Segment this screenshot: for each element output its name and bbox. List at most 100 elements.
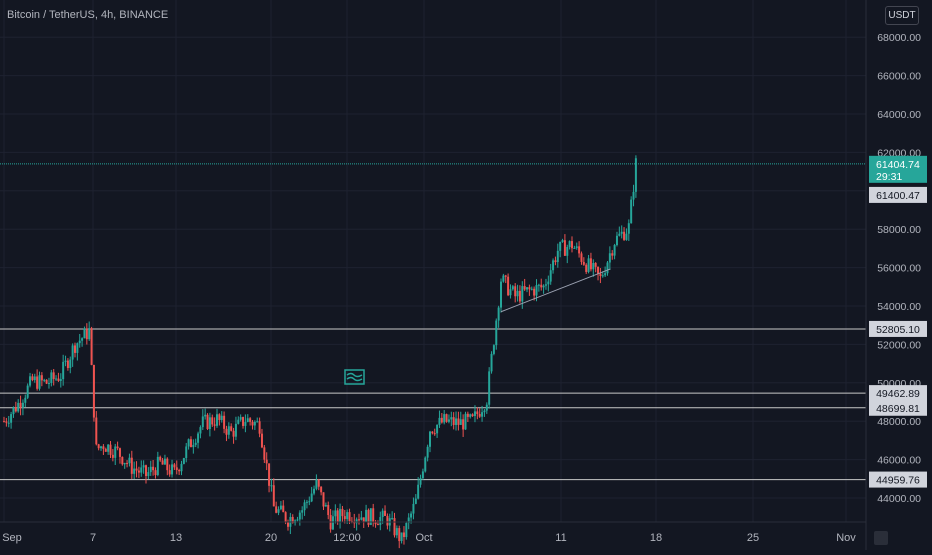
grid-lines: [0, 0, 866, 522]
price-axis[interactable]: 44000.0046000.0048000.0050000.0052000.00…: [865, 0, 921, 550]
candle-body: [19, 402, 22, 408]
candle-body: [395, 528, 398, 536]
candle-body: [275, 506, 278, 513]
currency-badge[interactable]: USDT: [885, 6, 919, 25]
candle-body: [88, 328, 91, 340]
price-tick-label: 46000.00: [877, 455, 921, 467]
candle-body: [147, 472, 150, 476]
candle-body: [400, 532, 403, 542]
candle-body: [336, 510, 339, 522]
candle-body: [260, 433, 263, 448]
candle-body: [166, 458, 169, 471]
candle-body: [509, 289, 512, 296]
candle-body: [230, 426, 233, 431]
candle-body: [3, 421, 5, 423]
time-tick-label: 11: [555, 532, 566, 544]
candle-body: [518, 290, 521, 302]
candle-body: [211, 417, 214, 425]
price-tick-label: 48000.00: [877, 416, 921, 428]
time-tick-label: Nov: [836, 532, 856, 544]
candle-body: [111, 454, 114, 458]
candle-body: [52, 372, 55, 380]
candle-body: [578, 246, 581, 254]
candle-body: [121, 456, 124, 465]
time-tick-label: 25: [747, 532, 759, 544]
candle-body: [485, 404, 488, 411]
candle-body: [161, 460, 164, 465]
level-price-tag: [869, 399, 927, 416]
candle-body: [521, 286, 524, 302]
candle-body: [367, 509, 370, 525]
candle-body: [135, 468, 138, 471]
candle-body: [483, 410, 486, 413]
candle-body: [201, 416, 204, 428]
candle-body: [199, 427, 202, 434]
candle-body: [374, 521, 377, 525]
candle-body: [287, 521, 289, 527]
candle-body: [123, 462, 126, 465]
candle-body: [137, 470, 140, 473]
candle-body: [189, 439, 192, 448]
candle-body: [535, 285, 538, 296]
candle-body: [462, 419, 465, 430]
candle-body: [544, 284, 547, 286]
candle-body: [341, 508, 344, 517]
candle-body: [469, 414, 472, 417]
candle-body: [573, 247, 576, 249]
candle-body: [433, 433, 436, 435]
trendline-group[interactable]: [500, 268, 611, 313]
candle-body: [608, 253, 611, 263]
candle-body: [355, 519, 358, 524]
candle-body: [249, 418, 252, 422]
candle-body: [107, 444, 110, 452]
candle-body: [206, 414, 209, 429]
candle-body: [83, 328, 86, 339]
candle-body: [305, 501, 308, 503]
candle-body: [431, 431, 434, 434]
candle-body: [447, 419, 450, 422]
candle-body: [173, 464, 176, 468]
candle-body: [369, 508, 372, 525]
candle-body: [559, 241, 562, 251]
candle-body: [592, 262, 595, 270]
candle-body: [473, 411, 476, 417]
candle-body: [78, 340, 81, 344]
level-price-tag: [869, 471, 927, 488]
candle-body: [343, 516, 346, 520]
horizontal-levels[interactable]: [0, 163, 866, 481]
candle-body: [227, 426, 230, 435]
candle-body: [126, 462, 129, 464]
candle-body: [24, 397, 27, 403]
candle-body: [313, 488, 316, 494]
candle-body: [116, 446, 119, 449]
candle-body: [507, 276, 510, 296]
annotation-group[interactable]: [344, 369, 365, 385]
time-tick-label: 7: [90, 532, 96, 544]
candle-body: [571, 241, 573, 249]
candle-body: [140, 467, 143, 473]
candle-body: [95, 417, 98, 445]
candle-body: [45, 379, 48, 384]
candle-body: [291, 516, 294, 524]
candle-body: [601, 275, 604, 277]
candle-body: [242, 417, 245, 426]
candle-body: [464, 413, 467, 430]
candle-body: [471, 414, 474, 417]
candle-body: [40, 375, 43, 381]
chart-title: Bitcoin / TetherUS, 4h, BINANCE: [7, 9, 169, 21]
time-axis[interactable]: Sep 7 13 20 12:00 Oct 11 18 25 Nov: [0, 521, 888, 545]
candle-body: [17, 402, 20, 412]
price-tags: 52805.10 49462.89 48699.81 44959.76 61400.47…: [869, 155, 927, 488]
candle-body: [263, 447, 266, 460]
time-tick-label: Oct: [415, 532, 432, 544]
candle-body: [623, 231, 626, 240]
candle-body: [476, 411, 479, 415]
candle-body: [627, 223, 630, 234]
candle-body: [74, 345, 76, 353]
candle-body: [379, 517, 382, 525]
candle-body: [258, 421, 261, 434]
candle-body: [90, 328, 93, 365]
candle-body: [253, 421, 256, 426]
